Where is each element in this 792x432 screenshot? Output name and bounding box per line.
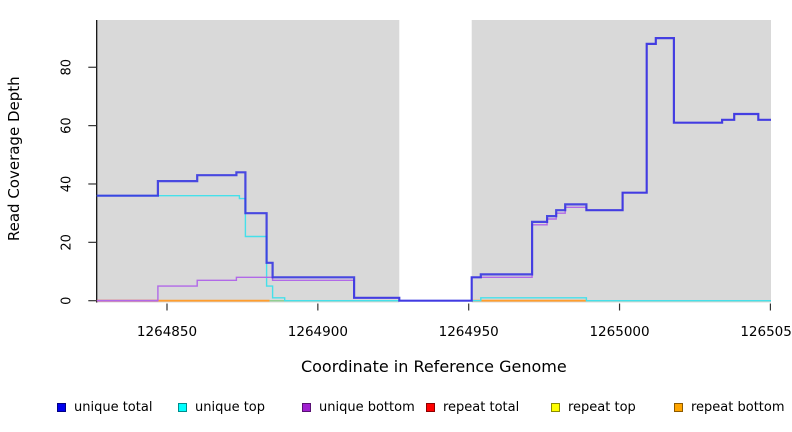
series-unique-top <box>96 195 771 302</box>
unique-bottom-swatch-icon <box>302 402 311 412</box>
series-unique-total <box>96 37 771 302</box>
legend-item-unique-bottom: unique bottom <box>302 399 415 415</box>
y-tick-label: 40 <box>60 176 75 193</box>
legend-item-unique-total: unique total <box>57 399 152 415</box>
y-tick-label: 60 <box>60 117 75 134</box>
legend-label: repeat bottom <box>691 399 785 415</box>
y-tick-label: 20 <box>60 234 75 251</box>
legend-label: repeat top <box>568 399 636 415</box>
legend-label: unique bottom <box>319 399 415 415</box>
legend-item-repeat-total: repeat total <box>426 399 519 415</box>
repeat-top-swatch-icon <box>551 402 560 412</box>
legend-label: repeat total <box>443 399 520 415</box>
x-tick-label: 1264950 <box>439 324 499 340</box>
y-tick-label: 0 <box>60 297 75 305</box>
legend-label: unique total <box>74 399 153 415</box>
x-tick-label: 1264900 <box>288 324 348 340</box>
x-tick-label: 1265050 <box>740 324 792 340</box>
repeat-total-swatch-icon <box>426 402 435 412</box>
unique-top-swatch-icon <box>178 402 187 412</box>
legend-item-repeat-bottom: repeat bottom <box>674 399 785 415</box>
unique-total-swatch-icon <box>57 402 66 412</box>
legend-label: unique top <box>195 399 266 415</box>
x-tick-label: 1265000 <box>589 324 649 340</box>
x-axis-title: Coordinate in Reference Genome <box>301 357 567 376</box>
legend-item-repeat-top: repeat top <box>551 399 636 415</box>
repeat-bottom-swatch-icon <box>674 402 683 412</box>
no-coverage-band <box>399 20 472 303</box>
y-axis-title: Read Coverage Depth <box>5 76 23 241</box>
y-tick-label: 80 <box>60 59 75 76</box>
chart-legend: unique total unique top unique bottom re… <box>0 399 792 419</box>
x-tick-label: 1264850 <box>137 324 197 340</box>
legend-item-unique-top: unique top <box>178 399 265 415</box>
